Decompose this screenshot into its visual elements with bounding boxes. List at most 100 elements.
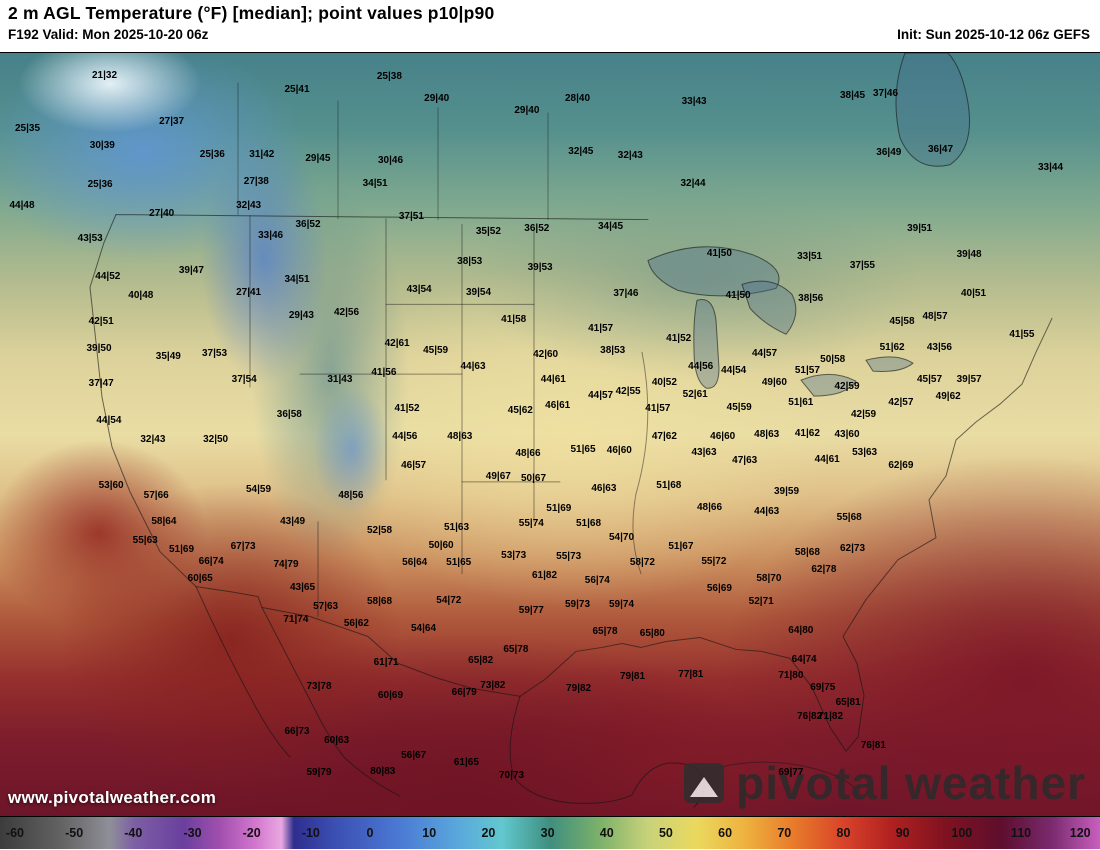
point-value: 50|58 <box>820 353 846 365</box>
point-value: 36|52 <box>524 223 550 235</box>
point-value: 33|51 <box>797 251 823 263</box>
point-value: 55|74 <box>518 517 544 529</box>
point-value: 25|35 <box>14 123 41 135</box>
point-value: 76|81 <box>860 739 886 751</box>
point-value: 43|49 <box>280 516 306 528</box>
point-value: 73|78 <box>306 681 332 693</box>
point-value: 30|39 <box>89 140 115 152</box>
point-value: 52|58 <box>366 525 393 537</box>
point-value: 35|49 <box>155 350 181 362</box>
colorbar-tick-label: 100 <box>951 826 973 840</box>
point-value: 32|43 <box>236 200 262 212</box>
point-value: 58|68 <box>366 596 393 608</box>
point-value: 51|61 <box>788 397 814 409</box>
point-value: 42|59 <box>834 381 860 393</box>
point-value: 76|82 <box>797 710 823 722</box>
point-value: 71|82 <box>817 710 844 722</box>
point-value: 47|63 <box>732 455 758 467</box>
point-value: 40|52 <box>651 376 677 388</box>
point-value: 52|71 <box>748 596 774 608</box>
point-value: 27|37 <box>159 116 185 128</box>
point-value: 29|43 <box>288 310 314 322</box>
point-value: 32|44 <box>680 178 706 190</box>
point-value: 42|56 <box>333 307 360 319</box>
point-value: 38|53 <box>457 256 483 268</box>
brand-text: pivotal weather <box>736 757 1086 809</box>
point-value: 48|63 <box>447 430 473 442</box>
point-value: 40|51 <box>960 288 987 300</box>
point-value: 37|46 <box>613 288 639 300</box>
point-value: 36|49 <box>876 146 902 158</box>
point-value: 66|73 <box>284 726 310 738</box>
point-value: 59|74 <box>608 599 635 611</box>
point-value: 67|73 <box>230 540 256 552</box>
point-value: 71|74 <box>283 613 309 625</box>
point-value: 37|53 <box>201 348 228 360</box>
point-value: 59|79 <box>306 767 332 779</box>
point-value: 43|54 <box>406 283 432 295</box>
point-value: 71|80 <box>778 669 804 681</box>
point-value: 34|51 <box>362 178 388 190</box>
point-value: 62|78 <box>811 563 837 575</box>
point-value: 51|68 <box>575 517 602 529</box>
point-value: 45|62 <box>507 404 533 416</box>
point-value: 59|77 <box>518 604 544 616</box>
point-value: 50|67 <box>520 472 547 484</box>
point-value: 42|51 <box>88 315 114 327</box>
point-value: 74|79 <box>273 558 299 570</box>
point-value: 58|64 <box>151 516 177 528</box>
point-value: 34|45 <box>597 220 624 232</box>
point-value: 45|58 <box>889 315 915 327</box>
point-value: 38|45 <box>839 89 866 101</box>
point-value: 45|59 <box>423 344 449 356</box>
point-value: 41|62 <box>794 427 820 439</box>
map-canvas[interactable]: 21|32 25|41 25|38 29|40 28|40 33|43 38|45 37|46… <box>0 52 1100 817</box>
point-value: 48|57 <box>922 310 948 322</box>
point-value: 39|51 <box>907 223 933 235</box>
pivotal-weather-logo: pivotal weather <box>684 760 1086 806</box>
point-value: 44|61 <box>814 453 840 465</box>
temperature-colorbar: -60 -50 -40 -30 -20 -10 0 10 20 30 40 50 60 70 80 90 100… <box>0 817 1100 849</box>
point-value: 65|78 <box>503 643 529 655</box>
point-value: 25|41 <box>284 84 310 96</box>
point-value: 51|65 <box>446 556 472 568</box>
point-value: 41|55 <box>1009 328 1035 340</box>
point-value: 42|61 <box>384 337 410 349</box>
point-value: 41|52 <box>394 402 420 414</box>
point-value: 58|70 <box>756 572 782 584</box>
point-value: 48|66 <box>515 448 541 460</box>
point-value: 60|65 <box>187 572 213 584</box>
point-value: 57|63 <box>313 600 339 612</box>
colorbar-tick-label: 70 <box>777 826 792 840</box>
point-value: 56|64 <box>402 556 428 568</box>
point-value: 53|60 <box>98 479 124 491</box>
colorbar-tick-label: -40 <box>124 826 143 840</box>
point-value: 46|60 <box>606 445 632 457</box>
point-value: 40|48 <box>128 290 154 302</box>
point-value: 44|54 <box>721 365 747 377</box>
point-value: 50|60 <box>428 539 454 551</box>
point-value: 45|59 <box>726 401 752 413</box>
point-value: 44|56 <box>392 430 418 442</box>
point-value: 55|68 <box>836 511 862 523</box>
point-value: 66|74 <box>198 555 224 567</box>
point-value: 37|54 <box>231 374 257 386</box>
point-value: 39|50 <box>86 343 112 355</box>
point-value: 73|82 <box>480 679 506 691</box>
point-value: 61|82 <box>531 570 558 582</box>
point-value: 37|47 <box>88 378 114 390</box>
point-value: 31|43 <box>327 373 353 385</box>
point-value: 58|72 <box>629 557 655 569</box>
point-value: 51|69 <box>546 503 572 515</box>
point-value: 47|62 <box>651 430 677 442</box>
point-value: 44|54 <box>96 414 122 426</box>
point-value: 43|56 <box>926 341 952 353</box>
point-value: 48|63 <box>754 428 780 440</box>
point-value: 35|52 <box>475 225 501 237</box>
point-value: 54|64 <box>410 623 437 635</box>
point-value: 69|75 <box>810 681 836 693</box>
point-value: 32|43 <box>140 433 166 445</box>
point-value: 32|50 <box>203 433 229 445</box>
point-value: 64|80 <box>788 624 814 636</box>
point-value: 25|36 <box>199 149 225 161</box>
